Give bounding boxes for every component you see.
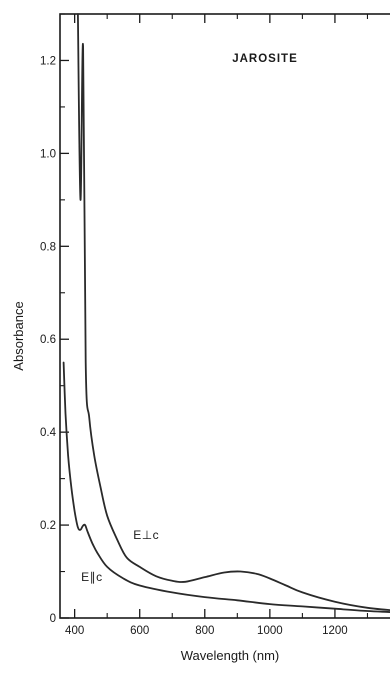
y-tick-label: 0.8 (40, 241, 56, 253)
x-tick-label: 600 (130, 625, 149, 637)
y-axis-title: Absorbance (11, 301, 26, 370)
y-tick-label: 0 (50, 613, 56, 625)
axis-ticks (60, 13, 369, 619)
axis-tick-labels: 400 600 800 1000 1200 0 0.2 0.4 0.6 0.8 1.0 1.2 (40, 55, 348, 637)
y-tick-label: 0.2 (40, 520, 56, 532)
x-tick-label: 1200 (322, 625, 348, 637)
y-tick-label: 0.4 (40, 427, 57, 439)
x-tick-label: 400 (65, 625, 84, 637)
x-tick-label: 1000 (257, 625, 283, 637)
annotation-e-parallel-c: E∥c (81, 570, 103, 584)
y-tick-label: 1.2 (40, 55, 56, 67)
chart-title: JAROSITE (232, 53, 298, 65)
plot-frame (59, 13, 390, 619)
x-tick-label: 800 (195, 625, 214, 637)
series-line-e-perp-c (77, 13, 390, 612)
x-axis-title: Wavelength (nm) (181, 648, 280, 663)
annotation-e-perp-c: E⊥c (133, 528, 159, 542)
series-lines (62, 13, 390, 613)
y-tick-label: 1.0 (40, 148, 56, 160)
series-line-e-parallel-c (62, 361, 390, 613)
y-tick-label: 0.6 (40, 334, 56, 346)
